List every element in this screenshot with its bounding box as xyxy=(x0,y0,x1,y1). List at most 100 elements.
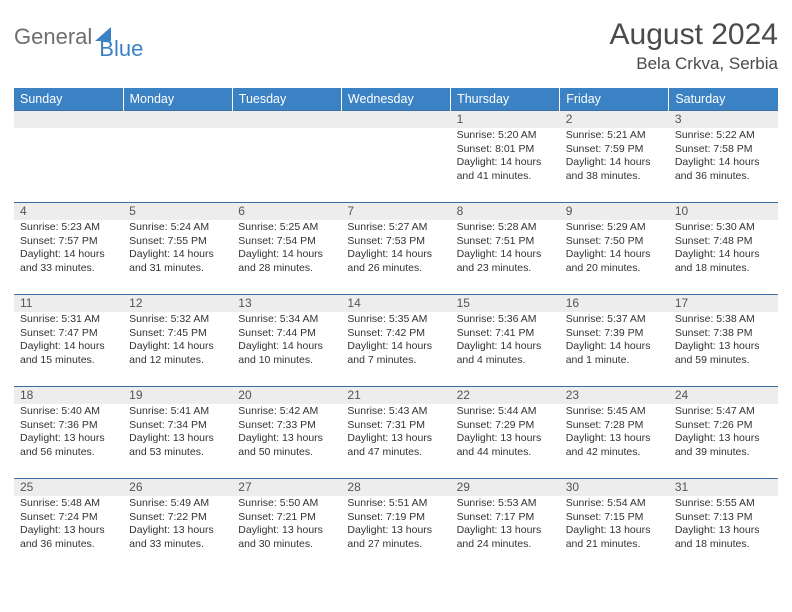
calendar-day-cell: 15Sunrise: 5:36 AMSunset: 7:41 PMDayligh… xyxy=(451,295,560,387)
day-details: Sunrise: 5:34 AMSunset: 7:44 PMDaylight:… xyxy=(232,312,341,369)
day-number: 3 xyxy=(669,111,778,128)
day-details: Sunrise: 5:21 AMSunset: 7:59 PMDaylight:… xyxy=(560,128,669,185)
calendar-day-cell: 13Sunrise: 5:34 AMSunset: 7:44 PMDayligh… xyxy=(232,295,341,387)
calendar-day-cell: 22Sunrise: 5:44 AMSunset: 7:29 PMDayligh… xyxy=(451,387,560,479)
calendar-day-cell: 11Sunrise: 5:31 AMSunset: 7:47 PMDayligh… xyxy=(14,295,123,387)
weekday-header: Saturday xyxy=(669,88,778,111)
day-number: 22 xyxy=(451,387,560,404)
calendar-week-row: 25Sunrise: 5:48 AMSunset: 7:24 PMDayligh… xyxy=(14,479,778,571)
day-details: Sunrise: 5:40 AMSunset: 7:36 PMDaylight:… xyxy=(14,404,123,461)
calendar-day-cell: 20Sunrise: 5:42 AMSunset: 7:33 PMDayligh… xyxy=(232,387,341,479)
day-details: Sunrise: 5:35 AMSunset: 7:42 PMDaylight:… xyxy=(341,312,450,369)
calendar-day-cell: 31Sunrise: 5:55 AMSunset: 7:13 PMDayligh… xyxy=(669,479,778,571)
calendar-day-cell: 30Sunrise: 5:54 AMSunset: 7:15 PMDayligh… xyxy=(560,479,669,571)
calendar-day-cell: 10Sunrise: 5:30 AMSunset: 7:48 PMDayligh… xyxy=(669,203,778,295)
day-details: Sunrise: 5:43 AMSunset: 7:31 PMDaylight:… xyxy=(341,404,450,461)
logo-text-blue: Blue xyxy=(99,36,143,62)
day-number: 5 xyxy=(123,203,232,220)
day-number: 30 xyxy=(560,479,669,496)
calendar-day-cell: 17Sunrise: 5:38 AMSunset: 7:38 PMDayligh… xyxy=(669,295,778,387)
day-number: 27 xyxy=(232,479,341,496)
day-details: Sunrise: 5:47 AMSunset: 7:26 PMDaylight:… xyxy=(669,404,778,461)
calendar-week-row: 1Sunrise: 5:20 AMSunset: 8:01 PMDaylight… xyxy=(14,111,778,203)
calendar-day-cell: 23Sunrise: 5:45 AMSunset: 7:28 PMDayligh… xyxy=(560,387,669,479)
weekday-header: Friday xyxy=(560,88,669,111)
day-number: 20 xyxy=(232,387,341,404)
day-number: 15 xyxy=(451,295,560,312)
day-number: 7 xyxy=(341,203,450,220)
day-number: 28 xyxy=(341,479,450,496)
calendar-week-row: 11Sunrise: 5:31 AMSunset: 7:47 PMDayligh… xyxy=(14,295,778,387)
day-number: 1 xyxy=(451,111,560,128)
day-number: 10 xyxy=(669,203,778,220)
calendar-day-cell: 21Sunrise: 5:43 AMSunset: 7:31 PMDayligh… xyxy=(341,387,450,479)
day-details: Sunrise: 5:22 AMSunset: 7:58 PMDaylight:… xyxy=(669,128,778,185)
day-details: Sunrise: 5:44 AMSunset: 7:29 PMDaylight:… xyxy=(451,404,560,461)
day-number: 21 xyxy=(341,387,450,404)
day-details: Sunrise: 5:42 AMSunset: 7:33 PMDaylight:… xyxy=(232,404,341,461)
day-number: 18 xyxy=(14,387,123,404)
month-title: August 2024 xyxy=(610,18,778,52)
calendar-page: General Blue August 2024 Bela Crkva, Ser… xyxy=(0,0,792,581)
calendar-day-cell: 3Sunrise: 5:22 AMSunset: 7:58 PMDaylight… xyxy=(669,111,778,203)
day-number: 31 xyxy=(669,479,778,496)
day-details: Sunrise: 5:28 AMSunset: 7:51 PMDaylight:… xyxy=(451,220,560,277)
calendar-weekday-header: SundayMondayTuesdayWednesdayThursdayFrid… xyxy=(14,88,778,111)
page-header: General Blue August 2024 Bela Crkva, Ser… xyxy=(14,18,778,74)
day-details: Sunrise: 5:55 AMSunset: 7:13 PMDaylight:… xyxy=(669,496,778,553)
title-block: August 2024 Bela Crkva, Serbia xyxy=(610,18,778,74)
calendar-day-cell: 14Sunrise: 5:35 AMSunset: 7:42 PMDayligh… xyxy=(341,295,450,387)
weekday-header: Thursday xyxy=(451,88,560,111)
calendar-day-cell xyxy=(232,111,341,203)
calendar-day-cell: 2Sunrise: 5:21 AMSunset: 7:59 PMDaylight… xyxy=(560,111,669,203)
calendar-day-cell: 19Sunrise: 5:41 AMSunset: 7:34 PMDayligh… xyxy=(123,387,232,479)
day-details: Sunrise: 5:49 AMSunset: 7:22 PMDaylight:… xyxy=(123,496,232,553)
calendar-day-cell: 12Sunrise: 5:32 AMSunset: 7:45 PMDayligh… xyxy=(123,295,232,387)
day-details: Sunrise: 5:41 AMSunset: 7:34 PMDaylight:… xyxy=(123,404,232,461)
weekday-header: Wednesday xyxy=(341,88,450,111)
calendar-body: 1Sunrise: 5:20 AMSunset: 8:01 PMDaylight… xyxy=(14,111,778,571)
day-number: 26 xyxy=(123,479,232,496)
calendar-day-cell: 18Sunrise: 5:40 AMSunset: 7:36 PMDayligh… xyxy=(14,387,123,479)
calendar-week-row: 4Sunrise: 5:23 AMSunset: 7:57 PMDaylight… xyxy=(14,203,778,295)
day-number: 25 xyxy=(14,479,123,496)
day-details: Sunrise: 5:23 AMSunset: 7:57 PMDaylight:… xyxy=(14,220,123,277)
day-details: Sunrise: 5:37 AMSunset: 7:39 PMDaylight:… xyxy=(560,312,669,369)
day-details: Sunrise: 5:32 AMSunset: 7:45 PMDaylight:… xyxy=(123,312,232,369)
day-details: Sunrise: 5:20 AMSunset: 8:01 PMDaylight:… xyxy=(451,128,560,185)
logo-text-general: General xyxy=(14,24,92,50)
day-number: 11 xyxy=(14,295,123,312)
day-details: Sunrise: 5:54 AMSunset: 7:15 PMDaylight:… xyxy=(560,496,669,553)
weekday-header: Sunday xyxy=(14,88,123,111)
calendar-day-cell: 5Sunrise: 5:24 AMSunset: 7:55 PMDaylight… xyxy=(123,203,232,295)
day-number: 29 xyxy=(451,479,560,496)
day-details: Sunrise: 5:36 AMSunset: 7:41 PMDaylight:… xyxy=(451,312,560,369)
calendar-day-cell: 8Sunrise: 5:28 AMSunset: 7:51 PMDaylight… xyxy=(451,203,560,295)
day-number: 2 xyxy=(560,111,669,128)
day-number: 12 xyxy=(123,295,232,312)
day-details: Sunrise: 5:29 AMSunset: 7:50 PMDaylight:… xyxy=(560,220,669,277)
weekday-header: Monday xyxy=(123,88,232,111)
day-number: 19 xyxy=(123,387,232,404)
calendar-day-cell: 29Sunrise: 5:53 AMSunset: 7:17 PMDayligh… xyxy=(451,479,560,571)
day-number: 24 xyxy=(669,387,778,404)
calendar-day-cell xyxy=(123,111,232,203)
calendar-day-cell: 9Sunrise: 5:29 AMSunset: 7:50 PMDaylight… xyxy=(560,203,669,295)
day-details: Sunrise: 5:30 AMSunset: 7:48 PMDaylight:… xyxy=(669,220,778,277)
day-number: 16 xyxy=(560,295,669,312)
calendar-day-cell: 25Sunrise: 5:48 AMSunset: 7:24 PMDayligh… xyxy=(14,479,123,571)
logo: General Blue xyxy=(14,24,143,50)
day-number: 14 xyxy=(341,295,450,312)
calendar-day-cell xyxy=(341,111,450,203)
day-details: Sunrise: 5:51 AMSunset: 7:19 PMDaylight:… xyxy=(341,496,450,553)
day-details: Sunrise: 5:38 AMSunset: 7:38 PMDaylight:… xyxy=(669,312,778,369)
day-number: 6 xyxy=(232,203,341,220)
day-details: Sunrise: 5:50 AMSunset: 7:21 PMDaylight:… xyxy=(232,496,341,553)
day-number: 13 xyxy=(232,295,341,312)
location-label: Bela Crkva, Serbia xyxy=(610,54,778,74)
day-details: Sunrise: 5:31 AMSunset: 7:47 PMDaylight:… xyxy=(14,312,123,369)
calendar-table: SundayMondayTuesdayWednesdayThursdayFrid… xyxy=(14,88,778,571)
calendar-day-cell: 24Sunrise: 5:47 AMSunset: 7:26 PMDayligh… xyxy=(669,387,778,479)
day-number: 4 xyxy=(14,203,123,220)
day-number: 17 xyxy=(669,295,778,312)
